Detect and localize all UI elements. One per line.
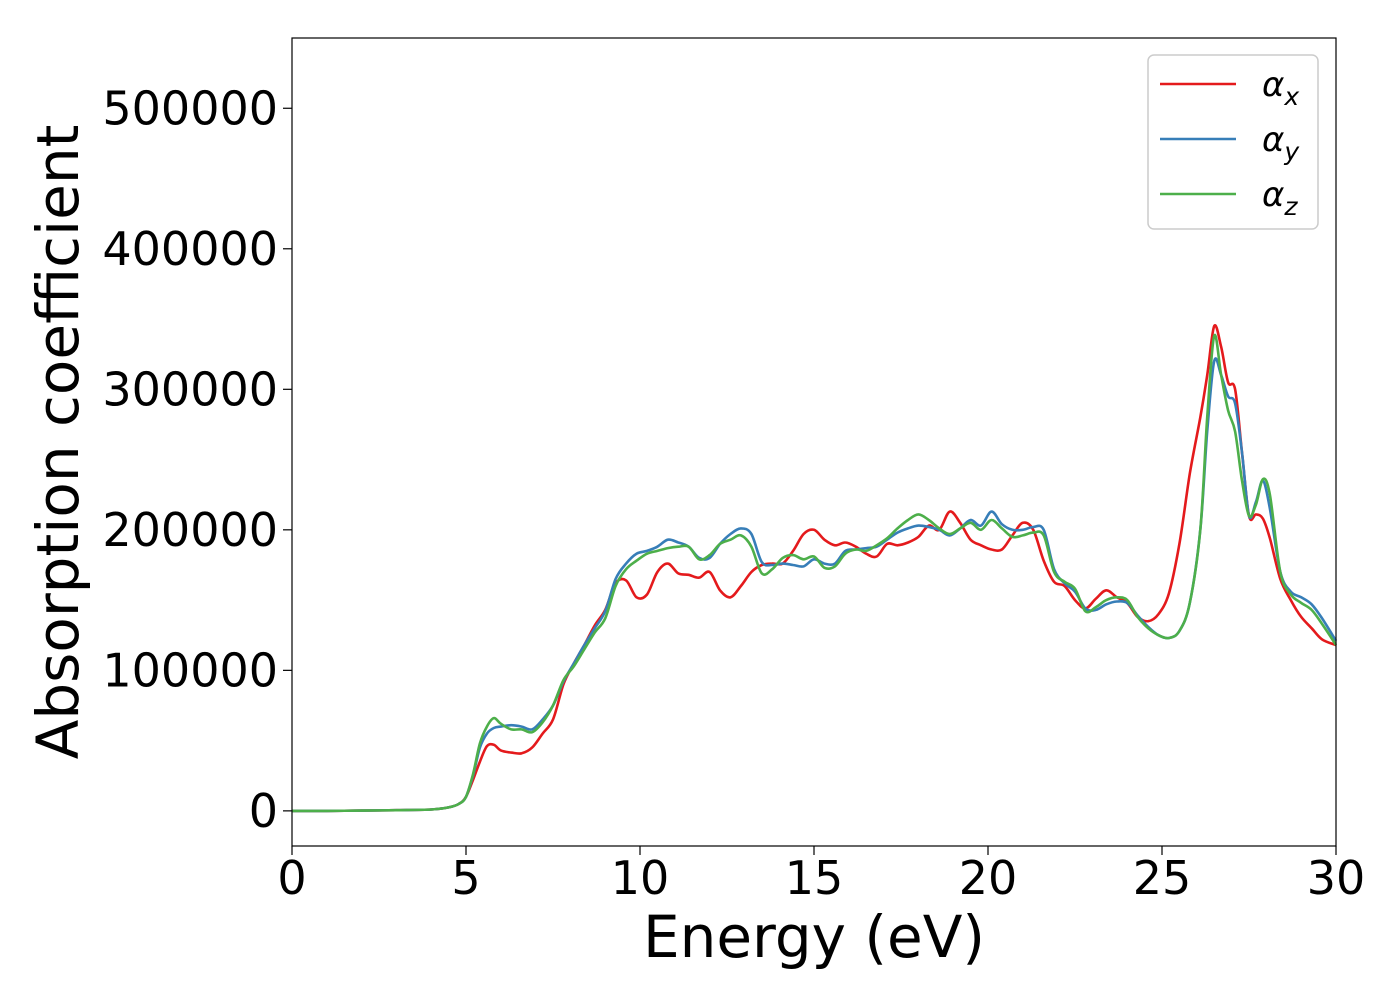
y-tick-label: 0 [249, 784, 278, 838]
x-tick-label: 10 [611, 851, 670, 905]
x-tick-label: 0 [277, 851, 306, 905]
y-tick-label: 200000 [102, 503, 278, 557]
x-tick-label: 30 [1307, 851, 1366, 905]
x-tick-label: 25 [1133, 851, 1192, 905]
y-axis: 0 100000 200000 300000 400000 500000 [102, 81, 292, 838]
series-line-x [291, 323, 1337, 813]
x-tick-label: 20 [959, 851, 1018, 905]
x-tick-label: 5 [451, 851, 480, 905]
series-lines [291, 323, 1338, 813]
series-line-z [291, 333, 1338, 813]
y-tick-label: 300000 [102, 362, 278, 416]
x-axis-label: Energy (eV) [643, 903, 985, 971]
legend-box [1147, 54, 1319, 230]
y-tick-label: 500000 [102, 81, 278, 135]
x-tick-label: 15 [785, 851, 844, 905]
y-axis-label: Absorption coefficient [24, 125, 92, 760]
x-axis: 0 5 10 15 20 25 30 [277, 846, 1365, 905]
y-tick-label: 400000 [102, 222, 278, 276]
y-tick-label: 100000 [102, 643, 278, 697]
